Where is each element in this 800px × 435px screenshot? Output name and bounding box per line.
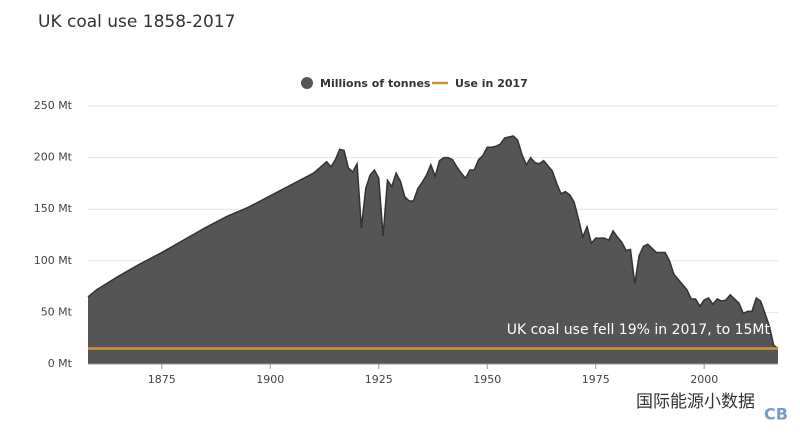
- annotation: UK coal use fell 19% in 2017, to 15Mt: [507, 322, 771, 338]
- x-tick-label: 1975: [582, 373, 610, 386]
- y-tick-label: 200 Mt: [34, 151, 73, 164]
- legend-marker: [301, 77, 313, 89]
- chart-title: UK coal use 1858-2017: [38, 12, 235, 32]
- x-tick-label: 2000: [690, 373, 718, 386]
- x-tick-label: 1875: [148, 373, 176, 386]
- x-tick-label: 1925: [365, 373, 393, 386]
- area: [88, 135, 778, 364]
- logo: CB: [764, 405, 788, 424]
- y-tick-label: 250 Mt: [34, 99, 73, 112]
- y-tick-label: 150 Mt: [34, 202, 73, 215]
- area-outline: [87, 135, 779, 350]
- legend-label: Use in 2017: [455, 77, 528, 90]
- y-tick-label: 100 Mt: [34, 254, 73, 267]
- y-tick-label: 50 Mt: [41, 305, 73, 318]
- x-tick-label: 1900: [256, 373, 284, 386]
- x-tick-label: 1950: [473, 373, 501, 386]
- y-tick-label: 0 Mt: [48, 357, 73, 370]
- legend-label: Millions of tonnes: [320, 77, 431, 90]
- watermark: 国际能源小数据: [636, 392, 755, 412]
